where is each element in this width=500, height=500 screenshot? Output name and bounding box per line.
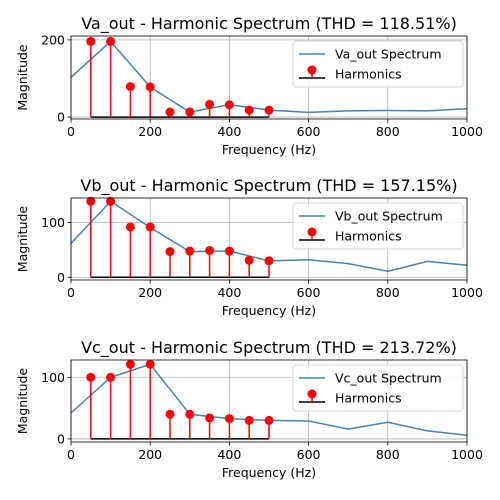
legend-harmonics-label: Harmonics bbox=[335, 229, 402, 244]
chart-title: Va_out - Harmonic Spectrum (THD = 118.51… bbox=[81, 14, 457, 34]
y-tick-label: 0 bbox=[57, 270, 65, 285]
y-axis-label: Magnitude bbox=[15, 206, 30, 273]
harmonic-marker bbox=[125, 222, 135, 232]
y-tick-label: 100 bbox=[41, 215, 65, 230]
x-tick-label: 800 bbox=[376, 447, 400, 462]
harmonic-marker bbox=[244, 105, 254, 115]
harmonic-marker bbox=[224, 100, 234, 110]
harmonic-marker bbox=[264, 415, 274, 425]
harmonic-marker bbox=[106, 196, 116, 206]
harmonic-marker bbox=[165, 409, 175, 419]
harmonic-marker bbox=[244, 415, 254, 425]
chart-title: Vb_out - Harmonic Spectrum (THD = 157.15… bbox=[80, 176, 457, 196]
harmonic-marker bbox=[264, 256, 274, 266]
harmonic-marker bbox=[185, 409, 195, 419]
x-tick-label: 600 bbox=[297, 124, 321, 139]
axes-frame bbox=[70, 35, 468, 120]
harmonic-marker bbox=[165, 107, 175, 117]
x-tick-label: 1000 bbox=[451, 124, 483, 139]
harmonic-marker bbox=[205, 245, 215, 255]
legend-spectrum-label: Va_out Spectrum bbox=[335, 47, 442, 62]
harmonic-marker bbox=[244, 255, 254, 265]
x-axis-label: Frequency (Hz) bbox=[222, 142, 316, 157]
legend: Va_out Spectrum Harmonics bbox=[292, 40, 464, 88]
axes-frame bbox=[70, 359, 468, 443]
x-tick-label: 400 bbox=[217, 285, 241, 300]
chart-3: Vc_out - Harmonic Spectrum (THD = 213.72… bbox=[15, 338, 483, 480]
y-axis-label: Magnitude bbox=[15, 368, 30, 435]
harmonic-marker bbox=[145, 359, 155, 369]
harmonic-marker bbox=[86, 36, 96, 46]
legend-spectrum-label: Vc_out Spectrum bbox=[335, 371, 442, 386]
harmonic-marker bbox=[205, 99, 215, 109]
x-tick-label: 0 bbox=[67, 124, 75, 139]
x-axis-label: Frequency (Hz) bbox=[222, 465, 316, 480]
y-tick-label: 200 bbox=[41, 32, 65, 47]
x-tick-label: 400 bbox=[217, 124, 241, 139]
harmonic-marker bbox=[165, 247, 175, 257]
legend-harmonics-marker bbox=[307, 227, 317, 237]
axes-frame bbox=[70, 197, 468, 281]
x-tick-label: 1000 bbox=[451, 285, 483, 300]
chart-1: Va_out - Harmonic Spectrum (THD = 118.51… bbox=[15, 14, 483, 157]
legend-harmonics-marker bbox=[307, 65, 317, 75]
x-tick-label: 0 bbox=[67, 285, 75, 300]
legend: Vc_out Spectrum Harmonics bbox=[292, 364, 464, 412]
harmonic-marker bbox=[106, 372, 116, 382]
x-tick-label: 0 bbox=[67, 447, 75, 462]
legend-harmonics-label: Harmonics bbox=[335, 67, 402, 82]
harmonic-marker bbox=[145, 82, 155, 92]
legend-harmonics-label: Harmonics bbox=[335, 391, 402, 406]
legend-box bbox=[292, 364, 464, 412]
legend-box bbox=[292, 40, 464, 88]
chart-title: Vc_out - Harmonic Spectrum (THD = 213.72… bbox=[81, 338, 457, 358]
legend: Vb_out Spectrum Harmonics bbox=[292, 202, 464, 250]
x-tick-label: 400 bbox=[217, 447, 241, 462]
harmonic-marker bbox=[185, 246, 195, 256]
x-axis-label: Frequency (Hz) bbox=[222, 303, 316, 318]
chart-2: Vb_out - Harmonic Spectrum (THD = 157.15… bbox=[15, 176, 483, 318]
x-tick-label: 600 bbox=[297, 285, 321, 300]
harmonic-marker bbox=[145, 222, 155, 232]
legend-harmonics-marker bbox=[307, 389, 317, 399]
harmonic-marker bbox=[205, 413, 215, 423]
harmonic-marker bbox=[86, 372, 96, 382]
harmonic-marker bbox=[125, 359, 135, 369]
x-tick-label: 1000 bbox=[451, 447, 483, 462]
x-tick-label: 600 bbox=[297, 447, 321, 462]
y-tick-label: 0 bbox=[57, 431, 65, 446]
x-tick-label: 200 bbox=[138, 447, 162, 462]
harmonic-marker bbox=[125, 82, 135, 92]
harmonic-marker bbox=[185, 107, 195, 117]
x-tick-label: 200 bbox=[138, 124, 162, 139]
y-tick-label: 0 bbox=[57, 110, 65, 125]
x-tick-label: 800 bbox=[376, 285, 400, 300]
y-tick-label: 100 bbox=[41, 370, 65, 385]
harmonic-marker bbox=[224, 246, 234, 256]
harmonic-marker bbox=[86, 196, 96, 206]
x-tick-label: 200 bbox=[138, 285, 162, 300]
y-axis-label: Magnitude bbox=[15, 44, 30, 111]
legend-spectrum-label: Vb_out Spectrum bbox=[335, 209, 443, 224]
legend-box bbox=[292, 202, 464, 250]
x-tick-label: 800 bbox=[376, 124, 400, 139]
harmonic-marker bbox=[224, 414, 234, 424]
harmonic-marker bbox=[106, 36, 116, 46]
harmonic-marker bbox=[264, 105, 274, 115]
